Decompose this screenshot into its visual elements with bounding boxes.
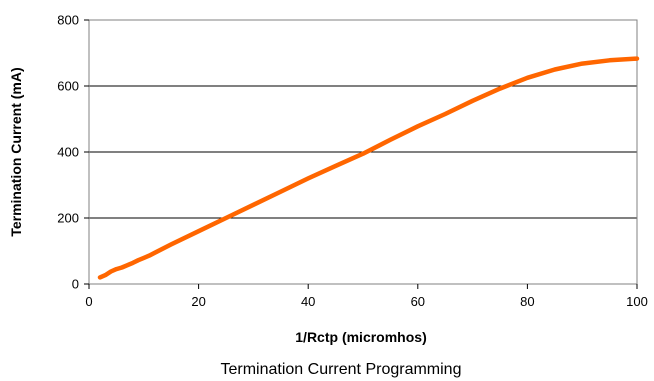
x-tick-label: 20 <box>191 294 205 309</box>
series-line <box>100 59 637 278</box>
x-axis-title: 1/Rctp (micromhos) <box>295 329 426 345</box>
y-tick-label: 400 <box>57 145 79 160</box>
data-series <box>100 59 637 278</box>
x-tick-label: 0 <box>85 294 92 309</box>
y-tick-label: 0 <box>72 277 79 292</box>
y-axis-title: Termination Current (mA) <box>8 67 24 236</box>
x-tick-label: 40 <box>301 294 315 309</box>
x-tick-label: 100 <box>626 294 648 309</box>
chart-caption: Termination Current Programming <box>221 361 462 378</box>
x-tick-label: 60 <box>411 294 425 309</box>
x-tick-label: 80 <box>520 294 534 309</box>
y-tick-label: 600 <box>57 79 79 94</box>
y-tick-label: 200 <box>57 211 79 226</box>
y-tick-label: 800 <box>57 13 79 28</box>
